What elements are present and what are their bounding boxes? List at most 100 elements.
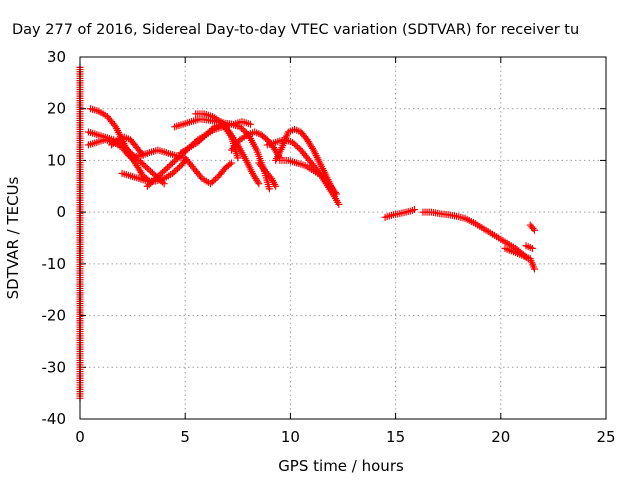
data-point — [148, 169, 156, 177]
chart-title: Day 277 of 2016, Sidereal Day-to-day VTE… — [12, 22, 579, 38]
data-series — [381, 206, 419, 221]
data-point — [255, 180, 263, 188]
data-point — [175, 153, 183, 161]
data-point — [201, 132, 209, 140]
data-point — [528, 244, 536, 252]
data-point — [197, 173, 205, 181]
data-point — [208, 178, 216, 186]
data-point — [158, 168, 166, 176]
data-point — [254, 178, 262, 186]
data-point — [172, 156, 180, 164]
data-point — [333, 190, 341, 198]
data-point — [197, 135, 205, 143]
data-point — [145, 181, 153, 189]
x-tick-label: 15 — [386, 428, 405, 446]
data-point — [530, 265, 538, 273]
data-point — [211, 175, 219, 183]
data-point — [206, 180, 214, 188]
data-point — [169, 169, 177, 177]
data-series — [118, 156, 189, 185]
data-point — [165, 162, 173, 170]
x-tick-label: 0 — [75, 428, 85, 446]
data-point — [292, 141, 300, 149]
data-point — [137, 158, 145, 166]
data-point — [153, 173, 161, 181]
axis-ticks: 0 5 10 15 20 25 -40 -30 -20 -10 0 10 20 30 — [42, 48, 616, 446]
data-point — [175, 163, 183, 171]
data-point — [239, 126, 247, 134]
data-series — [181, 154, 235, 188]
data-point — [206, 127, 214, 135]
data-point — [148, 178, 156, 186]
data-point — [226, 160, 234, 168]
y-tick-label: 10 — [47, 151, 66, 169]
y-tick-label: 20 — [47, 100, 66, 118]
data-point — [143, 182, 151, 190]
data-point — [112, 137, 120, 145]
data-point — [167, 161, 175, 169]
x-axis-label: GPS time / hours — [278, 457, 404, 475]
data-point — [170, 168, 178, 176]
data-point — [155, 171, 163, 179]
y-tick-label: 0 — [56, 203, 66, 221]
data-point — [160, 167, 168, 175]
data-point — [157, 170, 165, 178]
data-point — [207, 126, 215, 134]
data-point — [411, 206, 419, 214]
x-tick-label: 20 — [491, 428, 510, 446]
data-point — [142, 163, 150, 171]
data-point — [164, 164, 172, 172]
data-point — [235, 137, 243, 145]
data-points — [76, 63, 538, 402]
data-point — [331, 188, 339, 196]
data-point — [202, 131, 210, 139]
data-point — [234, 154, 242, 162]
x-tick-label: 10 — [281, 428, 300, 446]
data-point — [150, 176, 158, 184]
data-series — [108, 133, 147, 159]
data-series — [501, 244, 538, 273]
data-point — [209, 124, 217, 132]
data-series — [526, 221, 538, 234]
data-point — [265, 185, 273, 193]
data-point — [213, 173, 221, 181]
data-point — [530, 226, 538, 234]
data-point — [110, 121, 118, 129]
data-point — [241, 127, 249, 135]
data-point — [199, 134, 207, 142]
data-point — [147, 179, 155, 187]
data-point — [227, 159, 235, 167]
data-point — [308, 144, 316, 152]
x-tick-label: 5 — [180, 428, 190, 446]
y-tick-label: -30 — [42, 358, 67, 376]
y-tick-label: -10 — [42, 255, 67, 273]
data-point — [266, 173, 274, 181]
data-series — [522, 242, 536, 252]
x-tick-label: 25 — [596, 428, 615, 446]
y-tick-label: 30 — [47, 48, 66, 66]
data-point — [138, 160, 146, 168]
data-point — [147, 167, 155, 175]
y-tick-label: -40 — [42, 410, 67, 428]
data-point — [196, 137, 204, 145]
data-point — [238, 124, 246, 132]
data-point — [295, 145, 303, 153]
data-point — [529, 225, 537, 233]
data-point — [272, 182, 280, 190]
data-point — [162, 165, 170, 173]
data-point — [204, 129, 212, 137]
plot-frame — [79, 56, 607, 420]
data-point — [152, 175, 160, 183]
grid — [80, 57, 606, 419]
data-point — [246, 120, 254, 128]
data-series — [276, 156, 341, 198]
data-point — [194, 138, 202, 146]
data-point — [170, 157, 178, 165]
data-point — [143, 164, 151, 172]
data-series — [419, 208, 532, 263]
data-point — [169, 159, 177, 167]
data-point — [145, 166, 153, 174]
data-point — [174, 165, 182, 173]
data-point — [172, 166, 180, 174]
